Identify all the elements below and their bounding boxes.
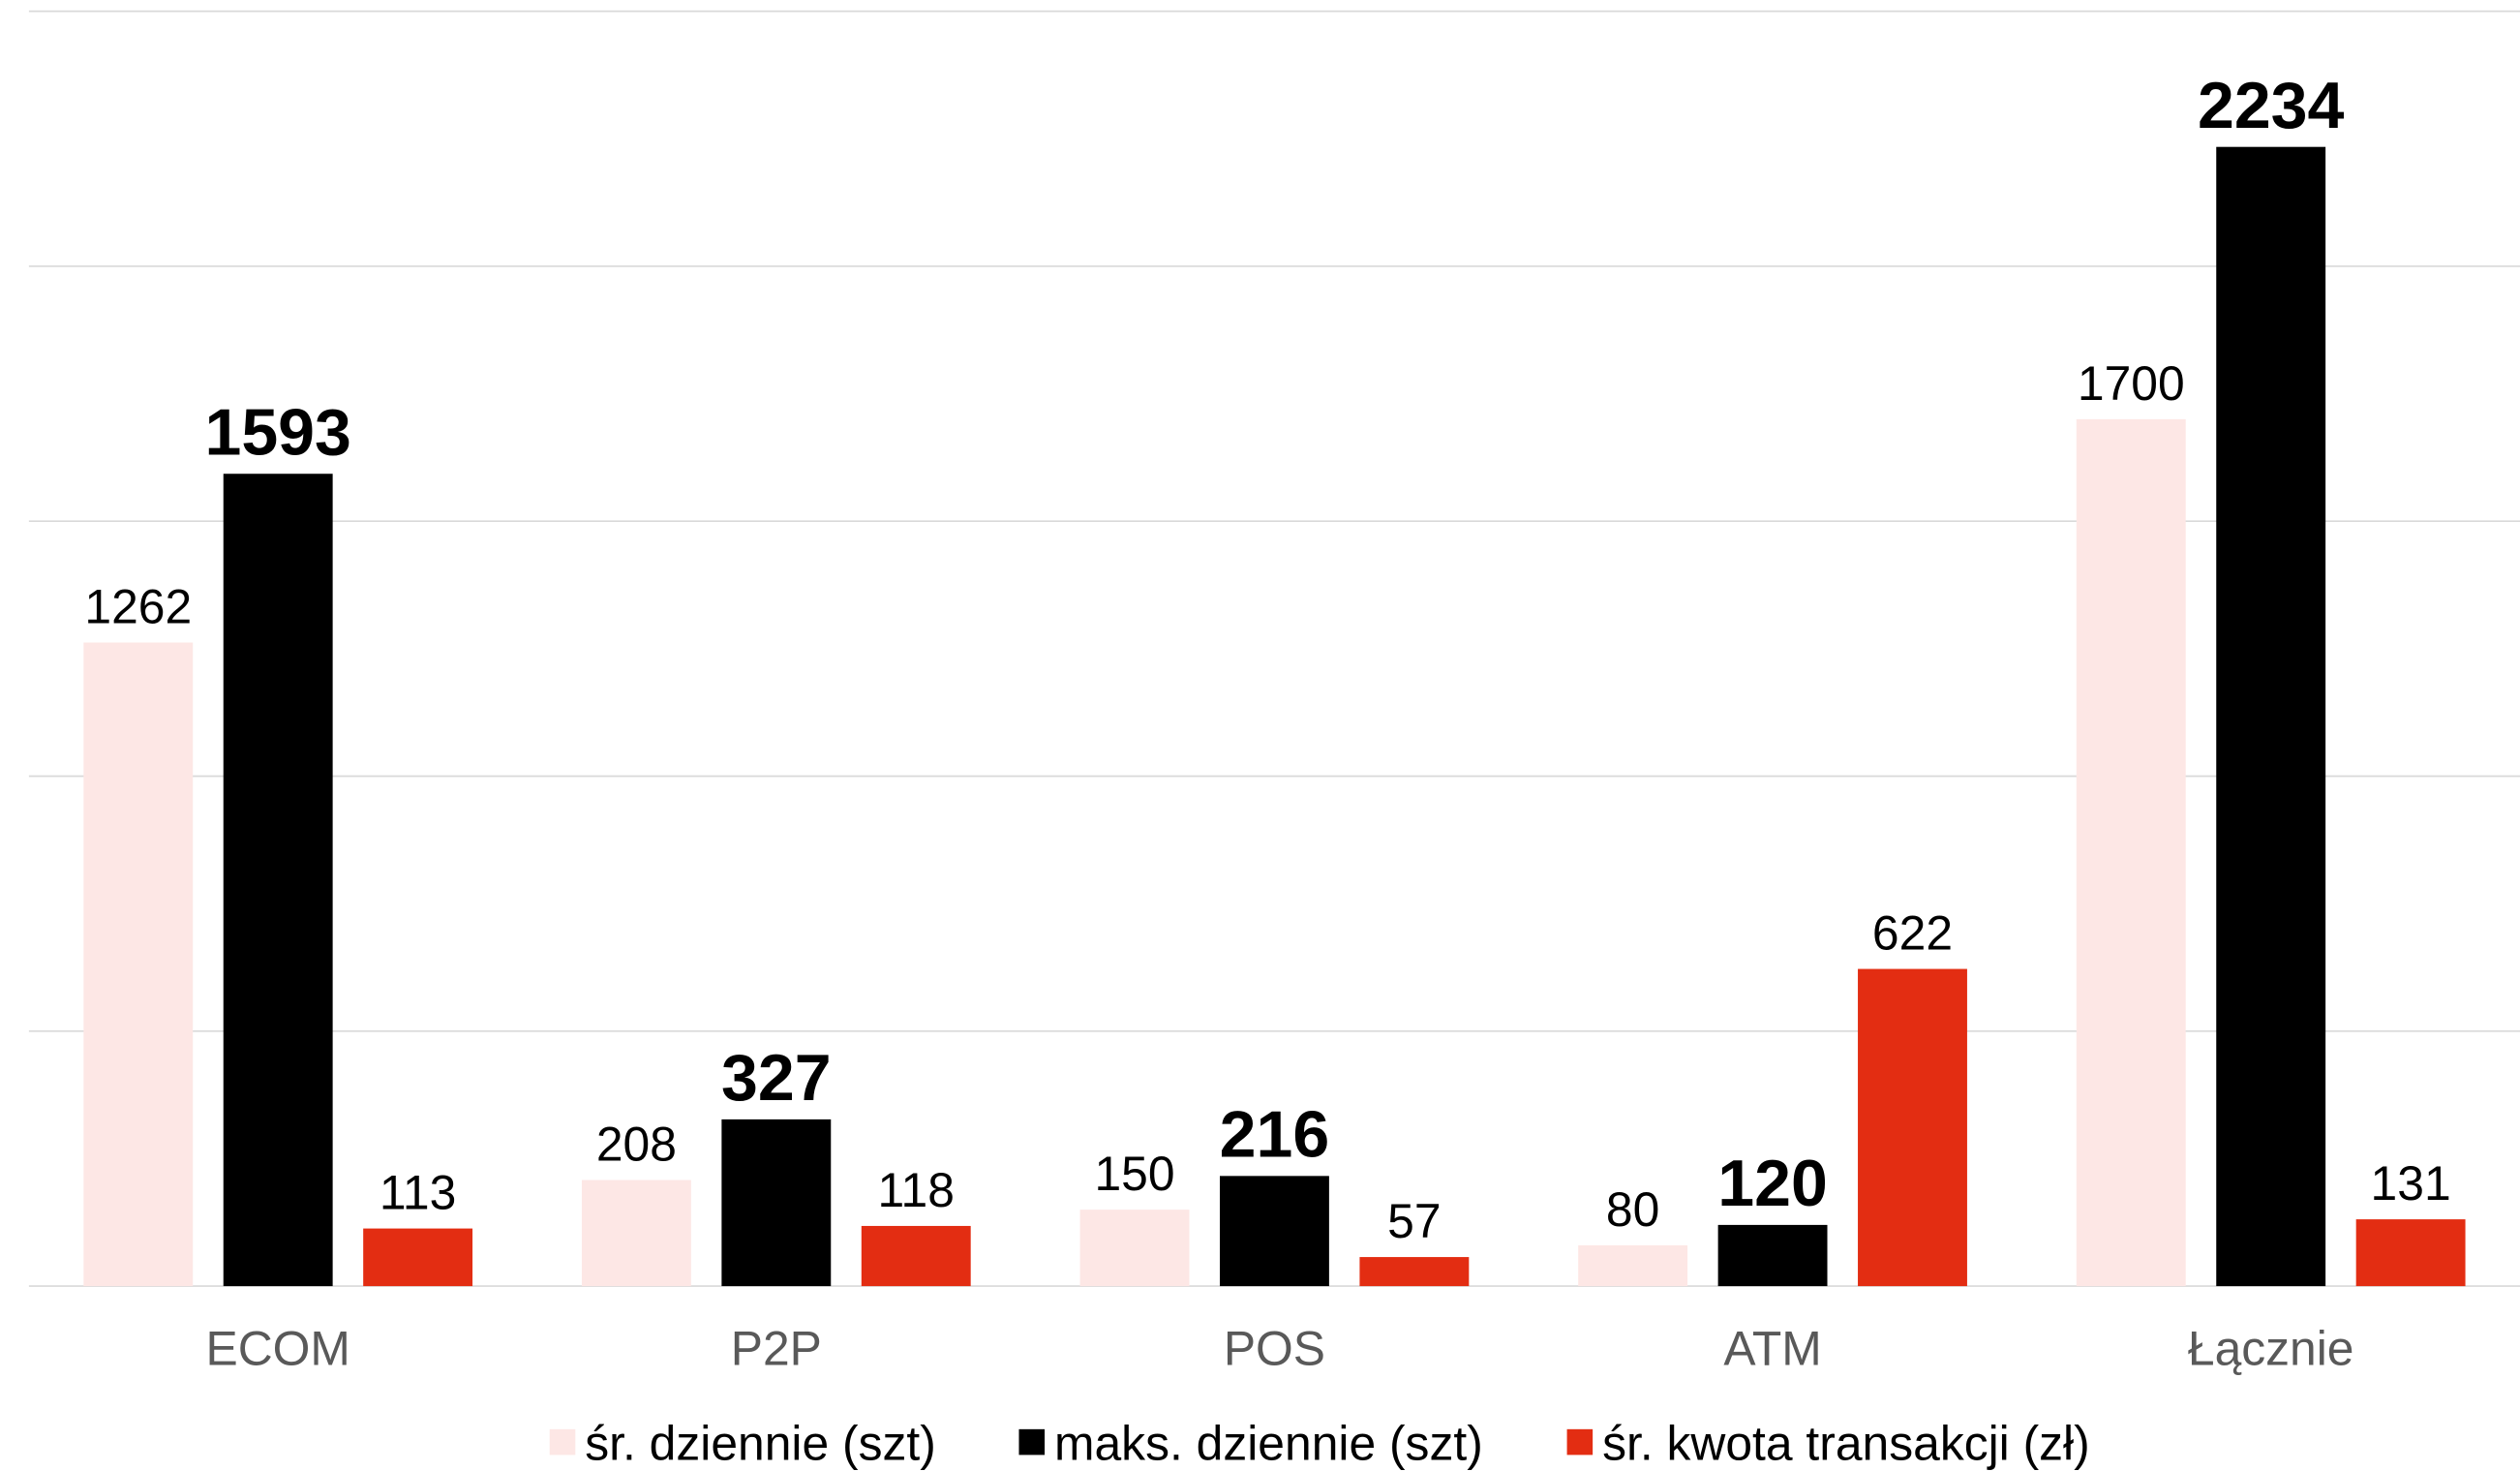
- data-label: 216: [1220, 1097, 1330, 1171]
- bar: [1219, 1176, 1329, 1287]
- bar: [363, 1228, 473, 1287]
- x-tick-label: ATM: [1723, 1321, 1821, 1375]
- bar: [1359, 1257, 1470, 1287]
- bar: [2076, 418, 2186, 1287]
- bar: [1858, 968, 1967, 1287]
- legend-label: maks. dziennie (szt): [1054, 1416, 1483, 1470]
- bar: [2216, 146, 2326, 1287]
- bar: [223, 474, 333, 1287]
- data-label: 327: [721, 1041, 832, 1115]
- data-label: 57: [1387, 1194, 1441, 1248]
- legend-swatch: [1566, 1428, 1594, 1456]
- data-label: 118: [878, 1163, 955, 1217]
- data-label: 208: [596, 1118, 677, 1172]
- x-tick-label: POS: [1224, 1321, 1325, 1375]
- data-label: 2234: [2198, 69, 2345, 142]
- bar: [721, 1119, 832, 1287]
- legend-swatch: [549, 1428, 576, 1456]
- bar: [581, 1180, 691, 1287]
- data-label: 80: [1606, 1182, 1659, 1237]
- data-label: 113: [380, 1166, 456, 1220]
- x-tick-label: P2P: [731, 1321, 822, 1375]
- bar: [1578, 1244, 1688, 1287]
- legend-swatch: [1018, 1428, 1046, 1456]
- data-label: 1262: [84, 580, 192, 634]
- legend-label: śr. kwota transakcji (zł): [1602, 1416, 2090, 1470]
- data-label: 150: [1094, 1147, 1174, 1201]
- legend-label: śr. dziennie (szt): [585, 1416, 936, 1470]
- data-label: 622: [1872, 906, 1953, 961]
- data-label: 120: [1717, 1147, 1828, 1220]
- data-label: 1700: [2078, 356, 2185, 411]
- data-label: 1593: [204, 395, 350, 469]
- x-tick-label: Łącznie: [2188, 1321, 2354, 1375]
- data-label: 131: [2371, 1156, 2451, 1211]
- x-tick-label: ECOM: [205, 1321, 349, 1375]
- bar: [1717, 1224, 1828, 1287]
- bar: [83, 642, 194, 1287]
- bar: [1079, 1210, 1190, 1287]
- bar: [861, 1225, 971, 1287]
- bar: [2355, 1219, 2466, 1287]
